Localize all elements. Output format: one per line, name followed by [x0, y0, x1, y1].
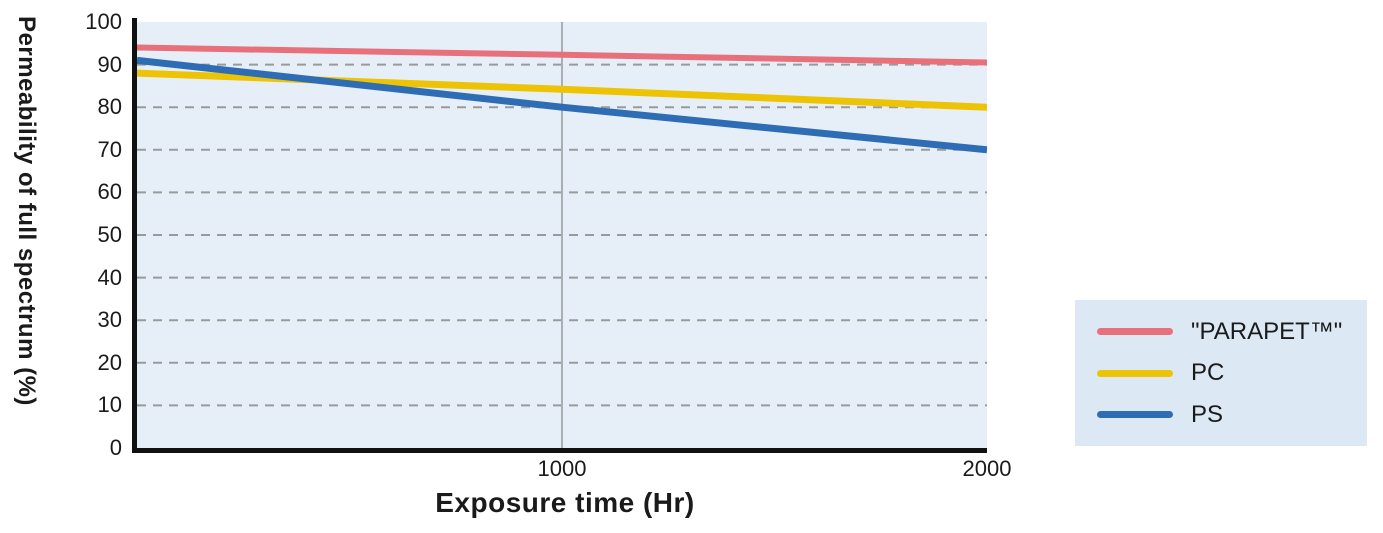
y-tick-label-80: 80 [97, 94, 122, 120]
legend-swatch-icon [1097, 369, 1173, 377]
x-axis-line [132, 448, 987, 453]
y-axis-line [132, 18, 137, 453]
y-tick-label-60: 60 [97, 179, 122, 205]
series-line-parapet [137, 44, 987, 66]
plot-svg [137, 22, 987, 448]
legend-label: PS [1191, 400, 1224, 428]
series-line-ps [137, 56, 987, 154]
legend: "PARAPET™" PC PS [1075, 300, 1367, 446]
x-tick-label-2000: 2000 [962, 456, 1012, 481]
y-tick-label-10: 10 [97, 392, 122, 418]
y-tick-label-70: 70 [97, 136, 122, 162]
legend-swatch-icon [1097, 411, 1173, 418]
y-tick-label-20: 20 [97, 349, 122, 375]
x-tick-label-1000: 1000 [537, 456, 587, 481]
y-tick-label-90: 90 [97, 51, 122, 77]
x-axis-title: Exposure time (Hr) [435, 487, 695, 518]
legend-swatch-icon [1097, 328, 1173, 335]
plot-area [137, 22, 987, 448]
y-tick-label-0: 0 [109, 435, 122, 460]
y-tick-label-100: 100 [85, 9, 122, 34]
legend-item-pc: PC [1075, 359, 1367, 387]
y-tick-label-40: 40 [97, 264, 122, 290]
legend-label: PC [1191, 359, 1225, 386]
y-tick-label-30: 30 [97, 307, 122, 333]
legend-item-ps: PS [1075, 401, 1367, 429]
legend-item-parapet: "PARAPET™" [1075, 318, 1367, 346]
legend-label: "PARAPET™" [1191, 317, 1343, 345]
y-tick-label-50: 50 [97, 222, 122, 247]
y-axis-title: Permeability of full spectrum (%) [13, 16, 40, 406]
